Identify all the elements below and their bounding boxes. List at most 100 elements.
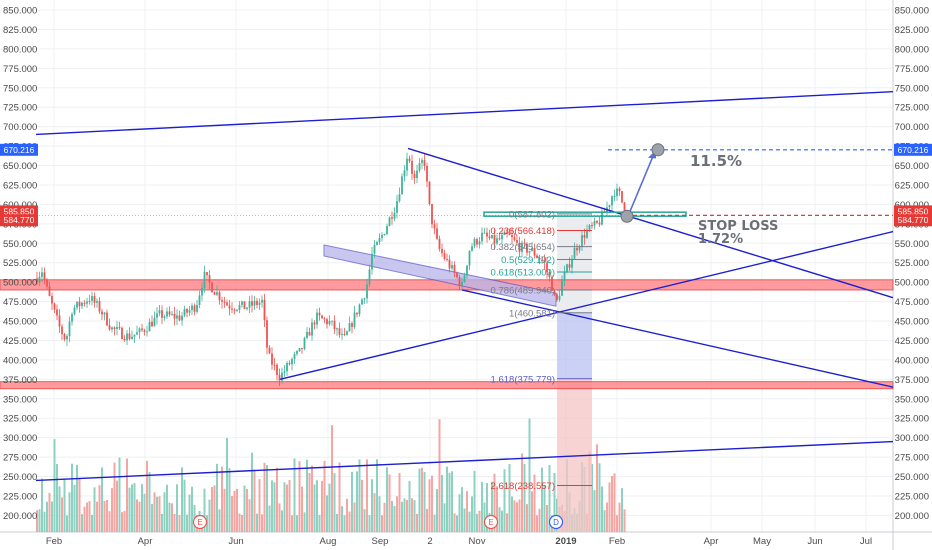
candle-body — [398, 194, 401, 202]
candle-body — [381, 235, 383, 238]
volume-bar — [371, 479, 373, 532]
candle-body — [358, 304, 361, 315]
candle-body — [278, 374, 281, 381]
candle-body — [598, 222, 601, 225]
channel-band[interactable] — [323, 244, 557, 307]
volume-bar — [53, 439, 56, 532]
entry-point[interactable] — [620, 209, 634, 223]
candle-body — [513, 237, 516, 240]
time-axis[interactable]: Feb Apr Jun Aug Sep 2 Nov 2019 Feb Apr May Jun Jul — [46, 536, 872, 547]
trendline[interactable] — [35, 440, 894, 482]
volume-bar — [226, 438, 228, 532]
volume-bar — [36, 510, 38, 532]
volume-bar — [268, 505, 271, 532]
price-tick-label-left: 800.000 — [3, 44, 37, 55]
candle-body — [518, 242, 521, 252]
volume-bar — [251, 452, 253, 532]
event-marker[interactable]: E — [483, 514, 499, 530]
volume-bar — [208, 499, 211, 532]
breakout-level[interactable] — [483, 211, 687, 217]
candle-body — [271, 353, 273, 365]
candle-body — [161, 310, 163, 318]
time-tick-label: Aug — [320, 536, 337, 547]
volume-bar — [348, 511, 351, 532]
volume-bar — [126, 458, 128, 532]
candle-body — [491, 234, 493, 239]
trendline[interactable] — [35, 90, 894, 136]
price-tick-label-right: 200.000 — [895, 511, 929, 522]
volume-bar — [173, 513, 176, 532]
price-tick-label-right: 450.000 — [895, 317, 929, 328]
volume-bar — [366, 459, 368, 532]
candle-body — [508, 233, 511, 235]
volume-bar — [41, 478, 43, 532]
trendline[interactable] — [461, 289, 894, 388]
volume-bar — [176, 484, 178, 532]
target-point[interactable] — [651, 143, 665, 157]
volume-bar — [358, 459, 361, 532]
price-tag-left[interactable]: 670.216 — [0, 143, 38, 156]
price-tick-label-left: 775.000 — [3, 64, 37, 75]
volume-bar — [346, 498, 348, 532]
candle-body — [163, 316, 166, 318]
candle-body — [438, 238, 441, 249]
candle-body — [196, 305, 198, 312]
event-circle — [192, 514, 208, 530]
volume-bar — [293, 458, 296, 532]
time-tick-label: Jul — [860, 536, 872, 547]
price-axis[interactable]: 850.000 850.000 825.000 825.000 800.000 800.0… — [0, 6, 932, 522]
volume-bar — [186, 514, 188, 532]
volume-bar — [598, 463, 601, 532]
trendline[interactable] — [279, 230, 894, 381]
candle-body — [63, 334, 66, 340]
candle-body — [368, 269, 371, 285]
fib-retracement-zone — [557, 213, 592, 532]
candle-body — [526, 243, 528, 253]
parallel-channel[interactable] — [323, 244, 557, 307]
price-tick-label-right: 250.000 — [895, 472, 929, 483]
volume-bar — [43, 511, 46, 532]
candle-body — [303, 337, 306, 349]
candle-body — [301, 348, 303, 350]
volume-bar — [121, 512, 123, 532]
price-tick-label-left: 200.000 — [3, 511, 37, 522]
volume-bar — [243, 485, 246, 532]
event-marker[interactable]: D — [548, 514, 564, 530]
volume-bar — [596, 444, 598, 532]
candle-body — [291, 358, 293, 365]
price-tag-right[interactable]: 584.770 — [894, 214, 932, 227]
candle-body — [316, 312, 318, 325]
candle-body — [611, 196, 613, 206]
candle-body — [211, 282, 213, 293]
candle-body — [353, 312, 356, 327]
volume-bar — [481, 482, 483, 532]
price-tick-label-left: 625.000 — [3, 180, 37, 191]
candle-body — [243, 301, 246, 309]
candle-body — [386, 225, 388, 235]
candle-body — [221, 300, 223, 302]
candle-body — [411, 160, 413, 174]
event-marker[interactable]: E — [192, 514, 208, 530]
volume-bar — [291, 515, 293, 532]
candle-body — [236, 309, 238, 311]
candle-body — [418, 163, 421, 171]
price-tick-label-left: 375.000 — [3, 375, 37, 386]
candle-body — [533, 247, 536, 256]
price-tag-bg — [0, 143, 38, 156]
price-tag-left[interactable]: 584.770 — [0, 214, 38, 227]
price-tick-label-right: 425.000 — [895, 336, 929, 347]
target-arrow[interactable] — [627, 153, 655, 217]
candle-body — [251, 301, 253, 306]
time-tick-label: Feb — [609, 536, 625, 547]
volume-bar — [141, 484, 143, 532]
price-tag-right[interactable]: 670.216 — [894, 143, 932, 156]
price-tick-label-right: 400.000 — [895, 355, 929, 366]
trendlines[interactable] — [0, 90, 894, 482]
volume-bar — [606, 502, 608, 532]
support-zone[interactable] — [0, 381, 894, 390]
trendline[interactable] — [407, 147, 894, 299]
volume-bar — [353, 502, 356, 532]
